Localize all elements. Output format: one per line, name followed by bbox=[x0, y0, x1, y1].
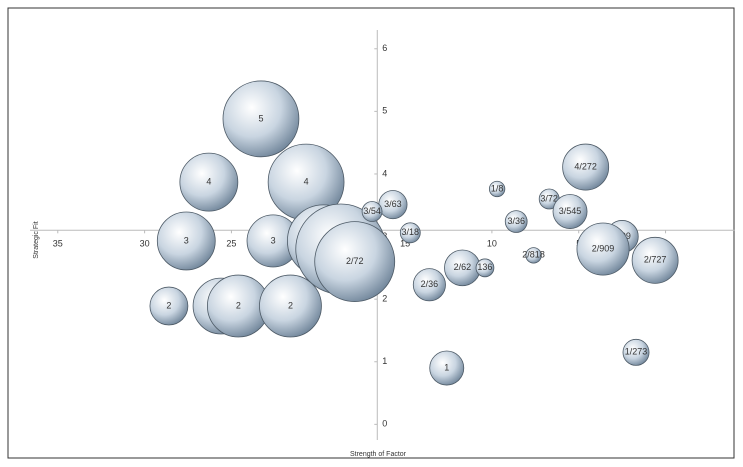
bubble bbox=[179, 152, 239, 212]
x-tick-label: 10 bbox=[487, 239, 497, 249]
bubble bbox=[622, 338, 650, 366]
bubble-label: 3/54 bbox=[363, 206, 381, 216]
bubble-label: 2/909 bbox=[592, 243, 615, 253]
bubble bbox=[361, 201, 383, 222]
bubble-label: 3 bbox=[184, 235, 189, 245]
y-tick-label: 1 bbox=[382, 356, 387, 366]
bubble-label: 2/62 bbox=[454, 262, 472, 272]
bubble bbox=[314, 221, 396, 303]
bubble-label: 1/273 bbox=[625, 347, 648, 357]
bubble bbox=[156, 211, 216, 271]
x-tick-label: 15 bbox=[400, 239, 410, 249]
x-tick-label: 25 bbox=[226, 239, 236, 249]
bubble bbox=[525, 247, 542, 264]
bubble-label: 3/63 bbox=[384, 199, 402, 209]
x-axis-title: Strength of Factor bbox=[350, 451, 407, 458]
bubble bbox=[399, 222, 421, 244]
bubble-label: 2 bbox=[236, 300, 241, 310]
bubble-label: 3/18 bbox=[402, 227, 420, 237]
bubble bbox=[429, 350, 465, 386]
y-tick-label: 6 bbox=[382, 43, 387, 53]
bubble bbox=[552, 194, 588, 229]
bubble-label: 5 bbox=[258, 113, 263, 123]
bubble-label: 3/72 bbox=[540, 193, 558, 203]
bubble-label: 3/36 bbox=[507, 216, 525, 226]
bubble bbox=[576, 222, 630, 276]
y-tick-label: 4 bbox=[382, 168, 387, 178]
bubble bbox=[149, 286, 189, 326]
bubble-label: 3 bbox=[271, 235, 276, 245]
bubble-label: 2/818 bbox=[522, 250, 545, 260]
bubble-label: 2/727 bbox=[644, 255, 667, 265]
bubble bbox=[488, 180, 506, 198]
bubble bbox=[631, 236, 679, 284]
bubble bbox=[475, 258, 495, 278]
bubble bbox=[259, 274, 322, 338]
bubble-label: 136 bbox=[477, 262, 492, 272]
frame bbox=[7, 7, 735, 459]
y-tick-label: 0 bbox=[382, 419, 387, 429]
bubble-label: 2 bbox=[166, 300, 171, 310]
x-tick-label: 30 bbox=[140, 239, 150, 249]
bubble bbox=[504, 210, 528, 233]
bubble-label: 4 bbox=[304, 176, 309, 186]
bubble bbox=[222, 80, 300, 158]
x-tick-label: 35 bbox=[53, 239, 63, 249]
y-axis-title: Strategic Fit bbox=[33, 221, 40, 258]
bubble-label: 2/72 bbox=[346, 256, 364, 266]
bubble-label: 3/545 bbox=[559, 206, 582, 216]
y-tick-label: 2 bbox=[382, 294, 387, 304]
bubble-label: 4 bbox=[206, 176, 211, 186]
bubble-label: 2/36 bbox=[421, 279, 439, 289]
bubble-label: 1/8 bbox=[491, 183, 504, 193]
bubble bbox=[562, 143, 610, 191]
bubble bbox=[412, 268, 446, 302]
bubble-label: 2 bbox=[288, 300, 293, 310]
bubble-label: 1 bbox=[444, 362, 449, 372]
bubble-label: 4/272 bbox=[574, 161, 597, 171]
y-tick-label: 5 bbox=[382, 106, 387, 116]
